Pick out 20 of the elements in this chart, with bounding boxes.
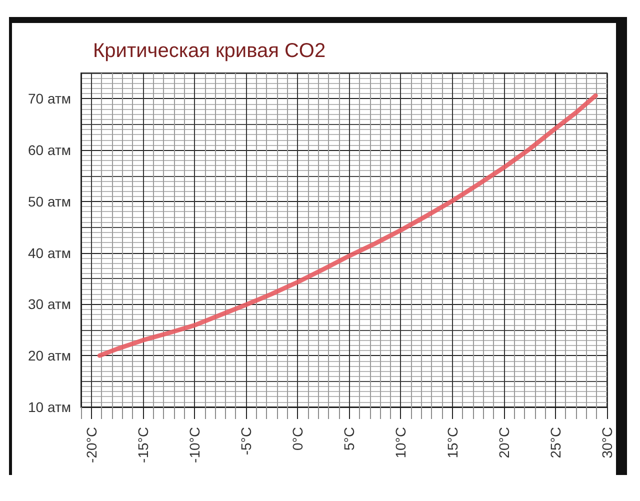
x-tick-label: 30°C (599, 427, 615, 458)
x-tick-label: 10°C (392, 427, 409, 458)
x-tick-label: 5°C (341, 427, 358, 450)
y-tick-label: 60 атм (28, 142, 71, 158)
x-tick-label: -10°C (186, 427, 202, 463)
x-tick-label: -20°C (83, 427, 100, 463)
y-tick-label: 20 атм (28, 348, 71, 364)
x-tick-label: 20°C (496, 427, 512, 458)
x-tick-label: 0°C (290, 427, 306, 450)
y-tick-label: 70 атм (28, 90, 71, 107)
y-tick-label: 50 атм (28, 193, 71, 210)
y-tick-label: 40 атм (28, 244, 71, 261)
y-tick-label: 10 атм (28, 399, 71, 415)
x-tick-label: 25°C (547, 427, 564, 458)
line-series (97, 93, 598, 358)
x-tick-label: 15°C (444, 427, 460, 458)
x-tick-label: -5°C (238, 427, 254, 456)
chart-title: Критическая кривая CO2 (93, 40, 326, 62)
y-tick-label: 30 атм (28, 296, 71, 312)
x-tick-label: -15°C (134, 427, 151, 463)
